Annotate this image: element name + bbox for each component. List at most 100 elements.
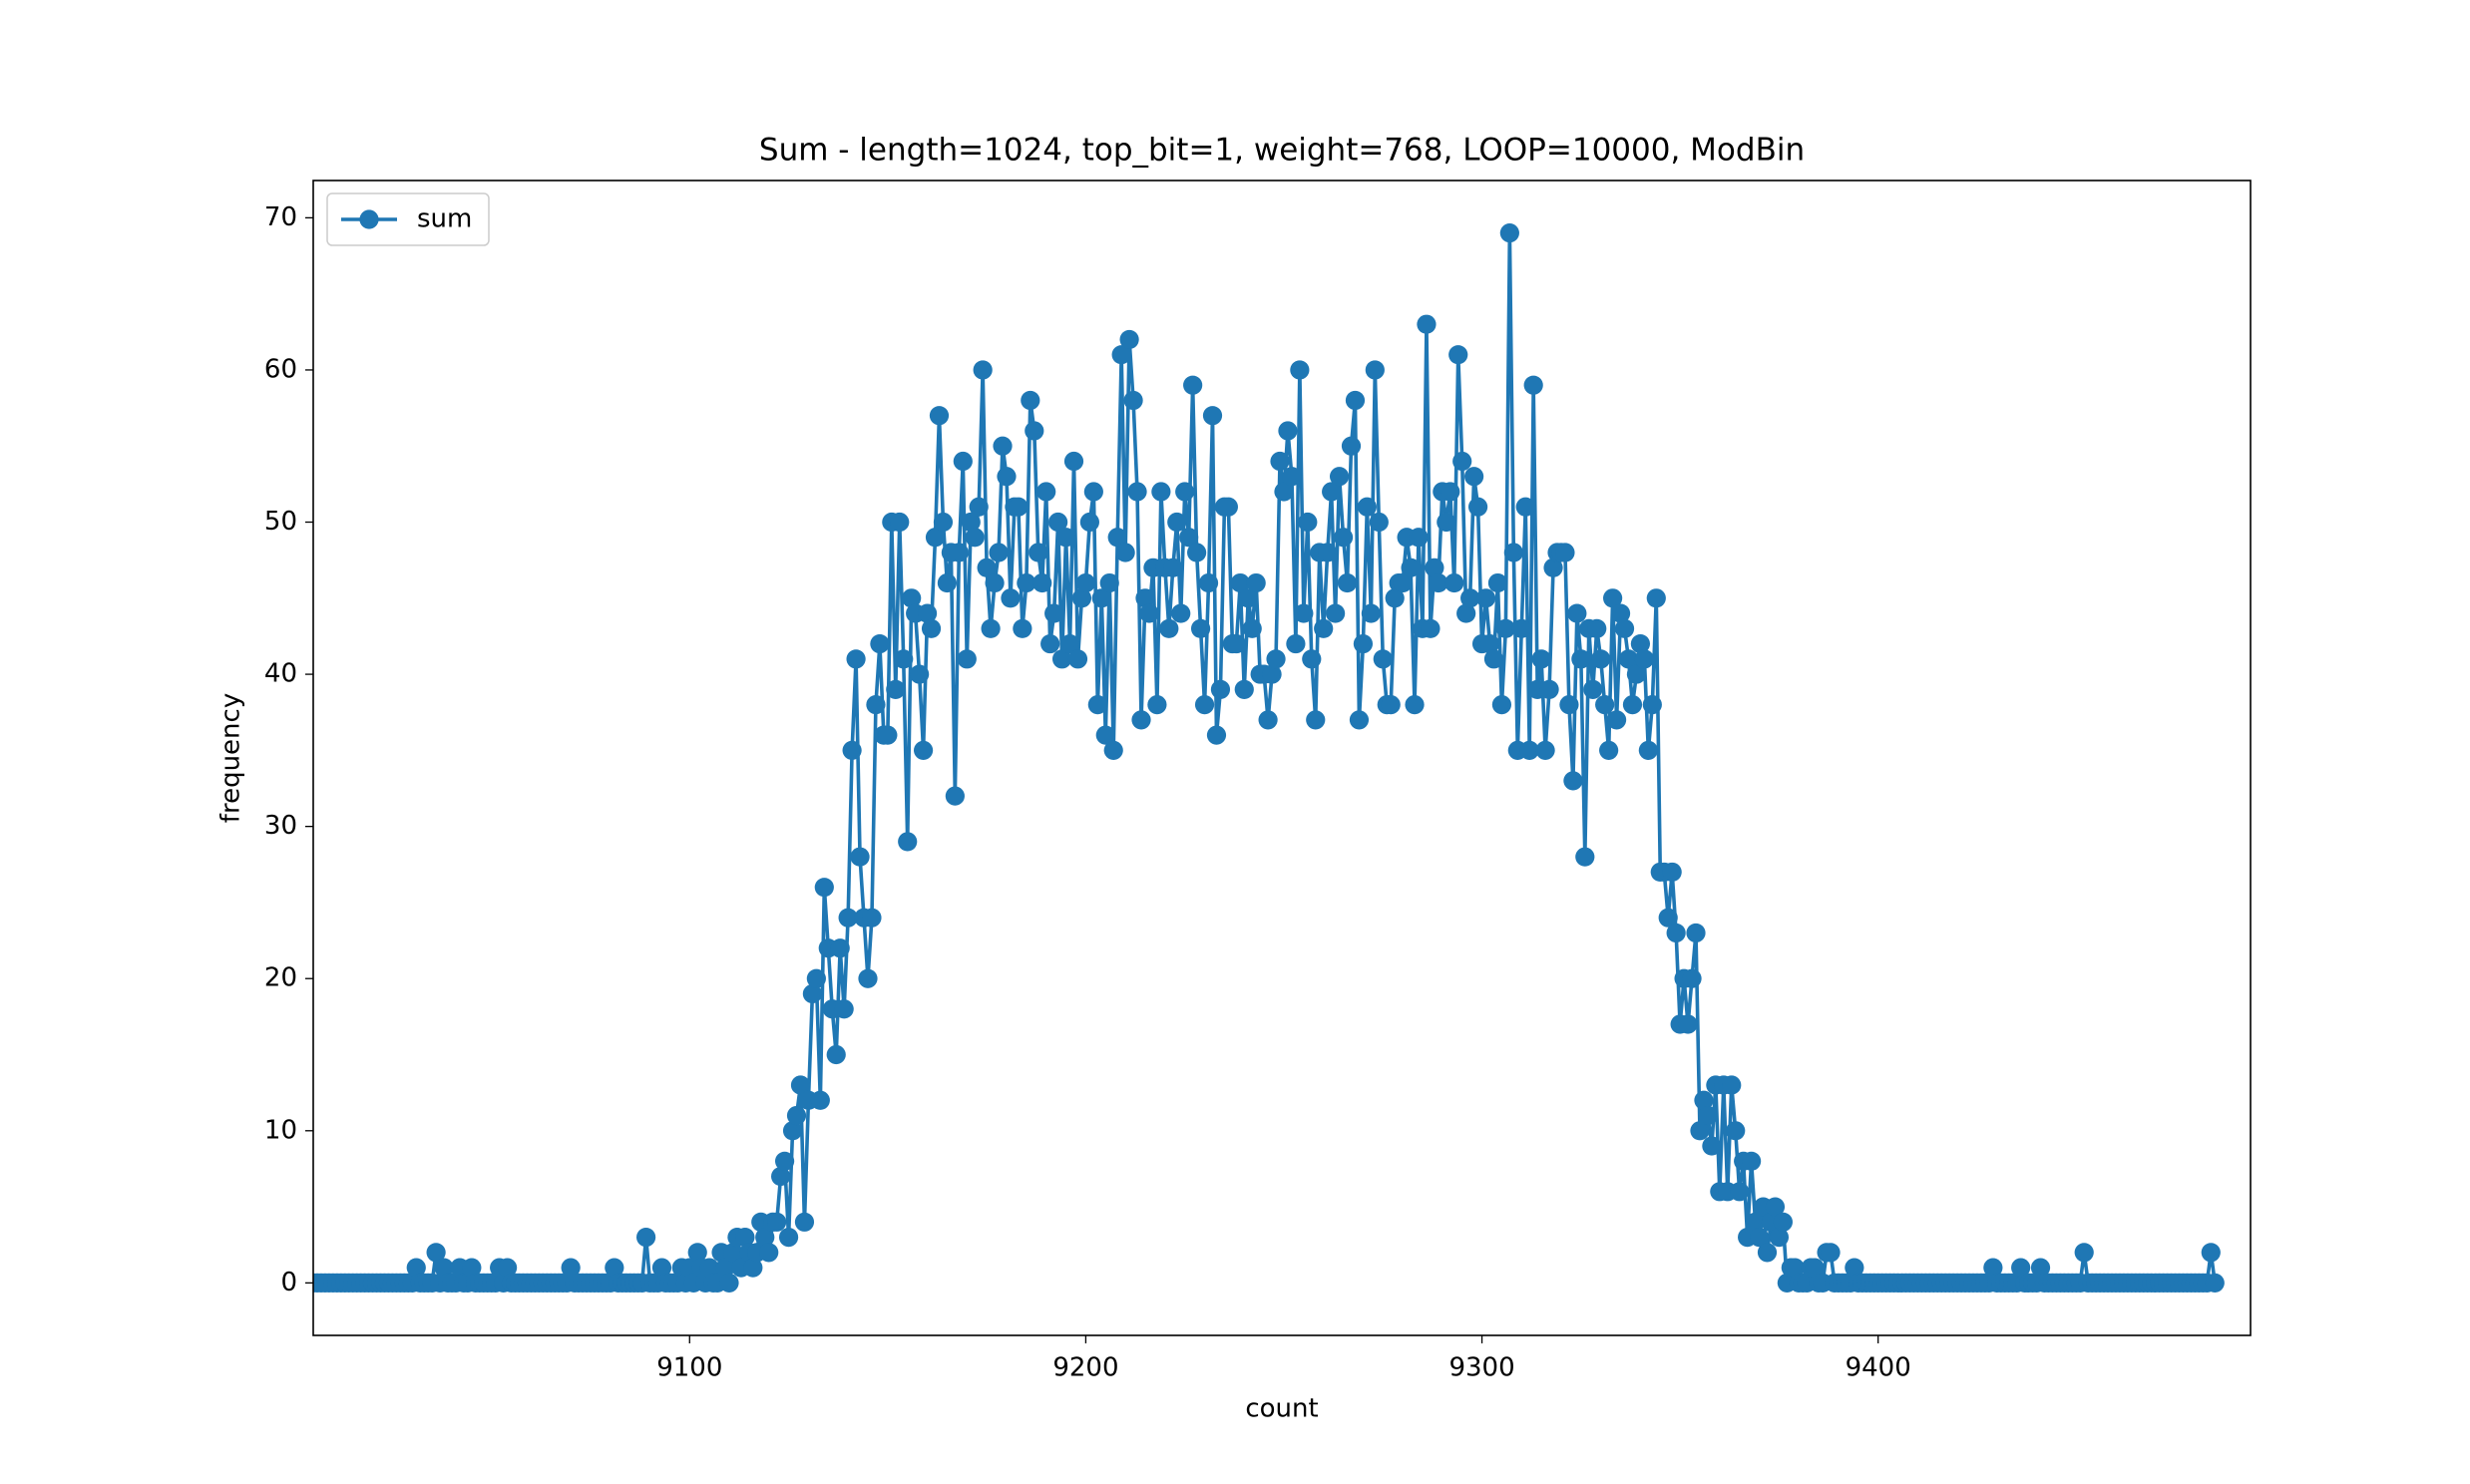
data-point (973, 360, 993, 380)
series-group (313, 223, 2225, 1293)
data-point (1678, 1014, 1698, 1034)
data-point (794, 1212, 815, 1232)
data-point (1051, 649, 1072, 669)
data-point (1021, 390, 1040, 411)
data-point (1202, 406, 1223, 426)
data-point (1567, 603, 1587, 623)
data-point (1187, 543, 1207, 562)
data-point (1821, 1243, 1841, 1263)
data-point (1270, 451, 1290, 472)
data-point (1210, 679, 1231, 699)
data-point (1614, 618, 1635, 638)
data-point (1083, 482, 1103, 502)
data-point (1499, 223, 1519, 243)
data-point (1444, 572, 1464, 593)
data-point (1638, 740, 1658, 760)
data-point (945, 786, 965, 806)
data-point (1318, 543, 1338, 562)
data-point (1341, 436, 1362, 456)
data-point (1357, 497, 1377, 517)
y-tick-label: 60 (264, 354, 297, 384)
data-point (1226, 633, 1246, 654)
data-point (1417, 314, 1437, 334)
data-point (687, 1243, 707, 1263)
data-point (981, 618, 1001, 638)
data-point (1381, 695, 1401, 715)
data-point (786, 1105, 807, 1126)
data-point (1147, 695, 1167, 715)
data-point (1595, 695, 1615, 715)
legend-box (326, 192, 490, 246)
data-point (965, 528, 985, 548)
data-point (605, 1258, 624, 1278)
data-point (1591, 649, 1611, 669)
data-point (1282, 467, 1302, 487)
data-point (1079, 512, 1099, 533)
data-point (1353, 633, 1374, 654)
data-point (1103, 740, 1123, 760)
data-point (1475, 588, 1496, 608)
chart-title: Sum - length=1024, top_bit=1, weight=768… (759, 133, 1805, 169)
data-point (462, 1258, 482, 1278)
data-point (743, 1258, 763, 1278)
data-point (1599, 740, 1619, 760)
data-point (806, 968, 826, 988)
data-point (1075, 572, 1096, 593)
data-point (1523, 375, 1543, 395)
data-point (1726, 1121, 1746, 1141)
data-point (1361, 603, 1381, 623)
data-point (1262, 664, 1282, 684)
data-point (1491, 695, 1512, 715)
data-point (1115, 543, 1135, 562)
data-point (1258, 710, 1278, 730)
data-point (1519, 740, 1539, 760)
data-point (1059, 633, 1080, 654)
data-point (870, 633, 890, 654)
data-point (755, 1227, 775, 1248)
data-point (1111, 345, 1131, 365)
data-point (1722, 1075, 1742, 1095)
data-point (1425, 557, 1444, 577)
data-point (1757, 1243, 1778, 1263)
data-point (1087, 695, 1107, 715)
data-point (1135, 588, 1155, 608)
data-point (1773, 1212, 1793, 1232)
data-point (774, 1151, 795, 1171)
data-point (735, 1227, 755, 1248)
data-point (846, 649, 866, 669)
data-point (790, 1075, 811, 1095)
data-point (1025, 421, 1044, 441)
data-point (862, 908, 882, 928)
data-point (1441, 482, 1460, 502)
data-point (1682, 968, 1702, 988)
data-point (850, 847, 870, 867)
data-point (1405, 695, 1425, 715)
axes-frame (312, 180, 2252, 1336)
data-point (1095, 725, 1115, 745)
data-point (1495, 618, 1515, 638)
data-point (1385, 588, 1405, 608)
data-point (1131, 710, 1151, 730)
data-point (1091, 588, 1111, 608)
x-tick-label: 9200 (1052, 1353, 1118, 1383)
data-point (1175, 482, 1195, 502)
data-point (1286, 633, 1306, 654)
data-point (1658, 908, 1678, 928)
data-point (1702, 1136, 1722, 1156)
data-point (1290, 360, 1310, 380)
data-point (834, 999, 854, 1019)
data-point (1646, 588, 1666, 608)
data-point (1626, 664, 1647, 684)
data-point (989, 543, 1009, 562)
legend: sum (326, 192, 490, 246)
data-point (1749, 1227, 1770, 1248)
data-point (2205, 1273, 2225, 1293)
data-point (723, 1243, 743, 1263)
data-point (1448, 345, 1468, 365)
data-point (1306, 710, 1326, 730)
data-point (1171, 603, 1191, 623)
data-point (890, 512, 910, 533)
data-point (1159, 618, 1179, 638)
data-point (1194, 695, 1215, 715)
